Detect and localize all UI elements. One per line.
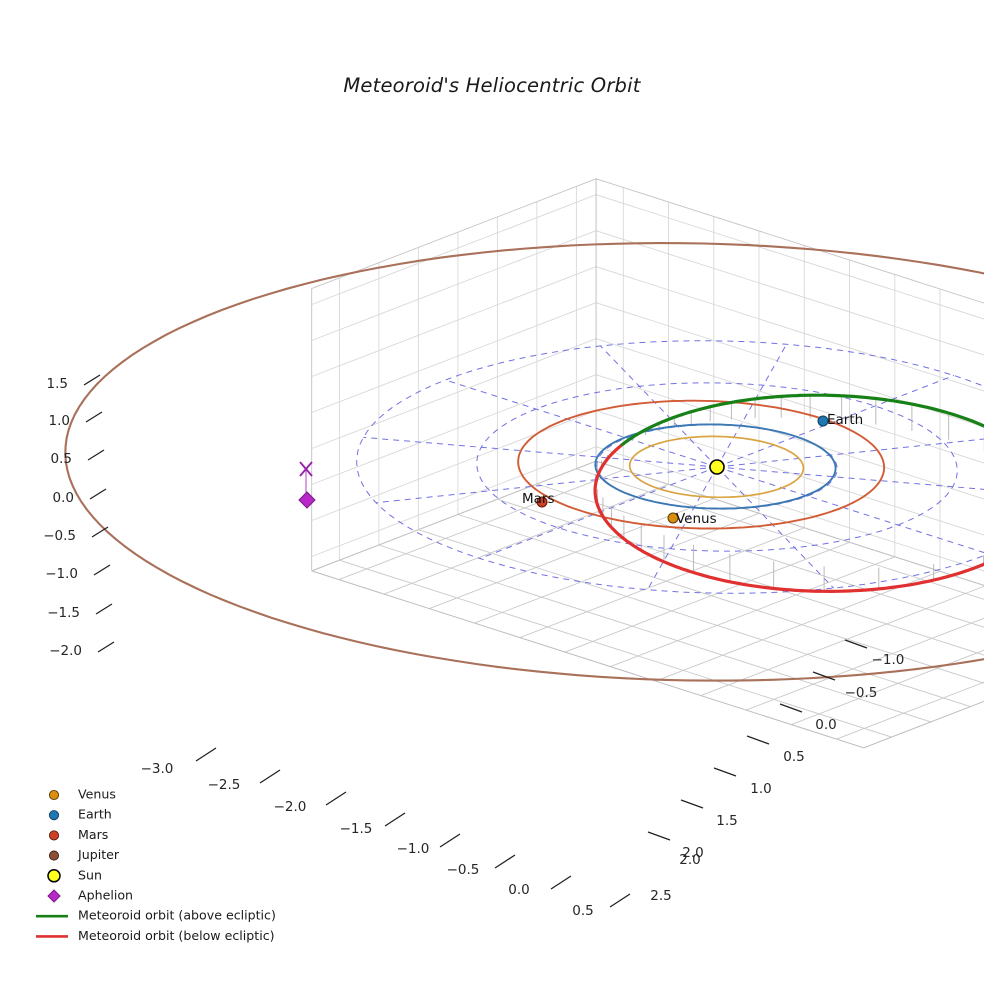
z-tick-7: −2.0 — [49, 643, 82, 659]
legend-circle-marker — [48, 810, 60, 821]
legend-label: Meteoroid orbit (above ecliptic) — [78, 908, 276, 923]
meteoroid-orbit-above-ecliptic — [620, 393, 984, 447]
aphelion-marker — [298, 491, 316, 509]
left-wall-grid — [595, 178, 984, 586]
y-tick-2: 0.0 — [815, 717, 836, 733]
body-label-earth: Earth — [827, 412, 863, 428]
y-tick-4: 1.0 — [750, 781, 771, 797]
mars-orbit-path — [517, 399, 886, 530]
legend-label: Meteoroid orbit (below ecliptic) — [78, 928, 275, 943]
x-tick-2: −2.0 — [274, 799, 307, 815]
z-tick-5: −1.0 — [45, 566, 78, 582]
chart-title: Meteoroid's Heliocentric Orbit — [343, 74, 641, 97]
x-tick-9: 2.5 — [650, 888, 671, 904]
y-tick-5: 1.5 — [716, 813, 737, 829]
mars-marker — [536, 496, 548, 508]
x-tick-7: 0.5 — [572, 903, 593, 919]
y-tick-1: −0.5 — [845, 685, 878, 701]
z-tick-2: 0.5 — [51, 451, 72, 467]
legend-entries: Venus Earth Mars Jupiter Sun Aphelion Meteoroi… — [36, 787, 276, 943]
x-tick-8: 2.0 — [679, 852, 700, 868]
back-wall-grid — [311, 178, 597, 572]
legend-label: Aphelion — [78, 888, 133, 903]
celestial-body-markers — [298, 415, 829, 524]
y-tick-3: 0.5 — [783, 749, 804, 765]
legend-label: Mars — [78, 827, 108, 842]
legend-label: Jupiter — [77, 847, 120, 862]
legend-circle-marker — [48, 789, 60, 801]
legend-diamond-marker — [47, 889, 61, 903]
y-tick-0: −1.0 — [872, 652, 905, 668]
z-tick-1: 1.0 — [49, 413, 70, 429]
earth-marker — [817, 415, 829, 427]
venus-marker — [667, 512, 679, 524]
x-tick-3: −1.5 — [340, 821, 373, 837]
jupiter-orbit-path — [64, 242, 984, 682]
x-tick-5: −0.5 — [447, 862, 480, 878]
z-tick-0: 1.5 — [47, 376, 68, 392]
x-tick-6: 0.0 — [508, 882, 529, 898]
sun-marker — [709, 459, 725, 475]
legend-label: Earth — [78, 807, 112, 822]
celestial-body-labels: Venus Earth Mars — [522, 412, 863, 527]
venus-orbit-path — [628, 435, 805, 499]
z-tick-4: −0.5 — [43, 528, 76, 544]
legend-circle-marker — [48, 830, 60, 841]
axis-tick-labels: 1.5 1.0 0.5 0.0 −0.5 −1.0 −1.5 −2.0 −3.0 −2.5 −2.0… — [43, 374, 905, 919]
y-tick-6: 2.0 — [682, 845, 703, 861]
x-tick-4: −1.0 — [397, 841, 430, 857]
body-label-venus: Venus — [676, 511, 717, 527]
x-tick-0: −3.0 — [141, 761, 174, 777]
earth-orbit-path — [594, 423, 837, 510]
body-label-mars: Mars — [522, 491, 555, 507]
legend-label: Sun — [78, 867, 102, 882]
z-tick-6: −1.5 — [47, 605, 80, 621]
meteoroid-orbit-below-ecliptic — [593, 443, 984, 594]
z-tick-3: 0.0 — [53, 490, 74, 506]
legend-circle-marker — [48, 850, 60, 861]
x-tick-1: −2.5 — [208, 777, 241, 793]
legend-label: Venus — [78, 787, 116, 802]
legend-circle-marker — [47, 869, 61, 883]
